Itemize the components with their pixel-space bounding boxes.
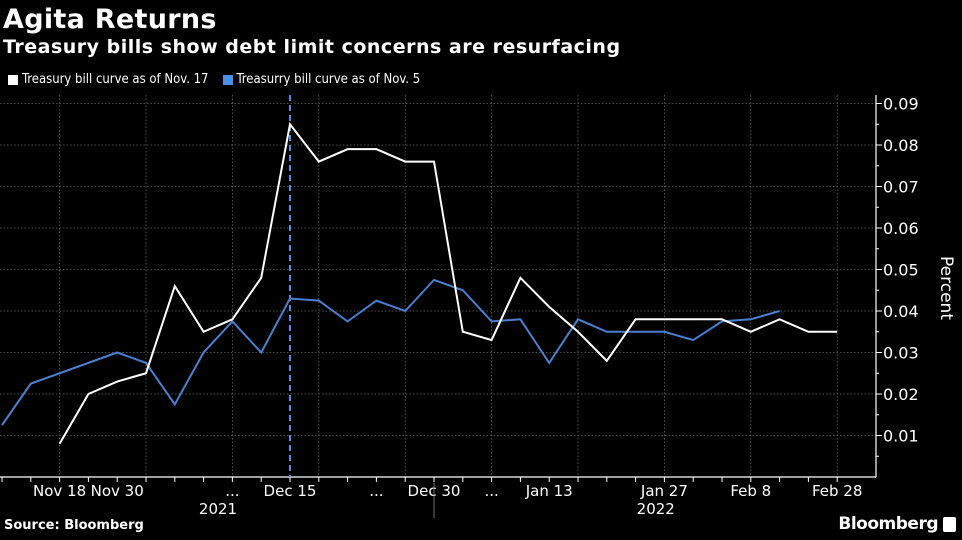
chart-subtitle: Treasury bills show debt limit concerns … [3,36,621,58]
y-tick-label: 0.09 [883,95,919,114]
y-tick-label: 0.06 [883,219,919,238]
y-tick-label: 0.03 [883,344,919,363]
legend-item-nov17: Treasury bill curve as of Nov. 17 [8,72,209,87]
x-tick-label: ... [484,482,498,500]
x-tick-label: ... [369,482,383,500]
x-tick-label: ... [225,482,239,500]
x-tick-label: Nov 18 [33,482,86,500]
y-axis-label: Percent [936,256,956,320]
x-tick-label: Dec 15 [264,482,317,500]
bloomberg-terminal-icon [943,517,956,532]
y-tick-label: 0.07 [883,178,919,197]
legend-label: Treasurry bill curve as of Nov. 5 [236,72,421,87]
bloomberg-logo: Bloomberg [838,514,938,534]
source-note: Source: Bloomberg [4,518,144,533]
legend: Treasury bill curve as of Nov. 17 Treasu… [8,72,420,87]
legend-swatch-blue [222,74,233,85]
y-tick-label: 0.02 [883,385,919,404]
x-tick-label: Jan 13 [525,482,573,500]
legend-swatch-white [8,74,18,85]
year-label: 2021 [199,500,237,518]
x-tick-label: Jan 27 [640,482,688,500]
chart-title: Agita Returns [3,4,217,35]
y-tick-label: 0.08 [883,136,919,155]
series-line-nov5 [1,278,780,426]
legend-item-nov5: Treasurry bill curve as of Nov. 5 [222,72,421,87]
x-tick-label: Nov 30 [91,482,144,500]
y-tick-label: 0.01 [883,427,919,446]
x-tick-label: Feb 28 [812,482,862,500]
x-tick-label: Feb 8 [730,482,771,500]
y-tick-label: 0.05 [883,261,919,280]
year-label: 2022 [637,500,675,518]
y-tick-label: 0.04 [883,302,919,321]
series-line-nov17 [58,121,838,445]
legend-label: Treasury bill curve as of Nov. 17 [22,72,209,87]
